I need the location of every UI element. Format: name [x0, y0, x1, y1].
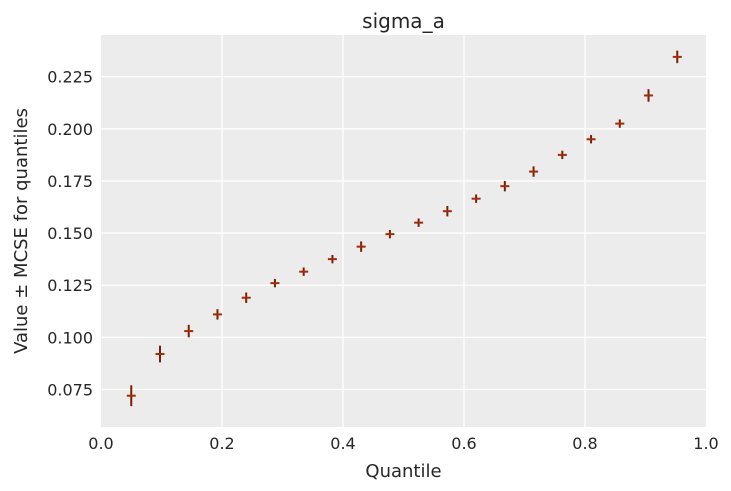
y-tick-label: 0.225 — [47, 68, 93, 87]
data-point — [212, 309, 222, 320]
y-tick-label: 0.075 — [47, 380, 93, 399]
y-tick-label: 0.100 — [47, 328, 93, 347]
data-point — [557, 150, 567, 160]
data-point — [126, 385, 136, 407]
x-tick-label: 0.2 — [209, 434, 234, 453]
data-point — [184, 324, 194, 338]
data-point — [385, 229, 395, 239]
data-point — [529, 166, 539, 177]
chart-title: sigma_a — [362, 9, 445, 33]
x-tick-label: 0.8 — [572, 434, 597, 453]
data-point — [586, 135, 596, 144]
data-point — [500, 180, 510, 192]
data-point — [327, 254, 337, 264]
y-tick-label: 0.175 — [47, 172, 93, 191]
y-tick-label: 0.150 — [47, 224, 93, 243]
x-tick-label: 1.0 — [693, 434, 718, 453]
data-point — [270, 278, 280, 288]
data-point — [356, 241, 366, 252]
data-point — [672, 50, 682, 64]
data-point — [241, 292, 251, 303]
plot-area — [101, 35, 706, 427]
x-axis-label: Quantile — [365, 461, 441, 482]
grid-lines — [101, 35, 706, 427]
data-point — [299, 267, 309, 276]
data-point — [615, 119, 625, 128]
data-point — [471, 194, 481, 203]
y-tick-label: 0.125 — [47, 276, 93, 295]
x-tick-label: 0.6 — [451, 434, 476, 453]
x-tick-label: 0.0 — [88, 434, 113, 453]
data-point — [414, 218, 424, 227]
y-axis-label: Value ± MCSE for quantiles — [11, 108, 32, 354]
data-point — [644, 89, 654, 102]
data-point — [155, 345, 165, 363]
x-tick-labels: 0.0 0.2 0.4 0.6 0.8 1.0 — [88, 434, 718, 453]
x-tick-label: 0.4 — [330, 434, 355, 453]
data-points — [126, 50, 682, 407]
y-tick-labels: 0.075 0.100 0.125 0.150 0.175 0.200 0.225 — [47, 68, 93, 400]
y-tick-label: 0.200 — [47, 120, 93, 139]
data-point — [442, 205, 452, 217]
